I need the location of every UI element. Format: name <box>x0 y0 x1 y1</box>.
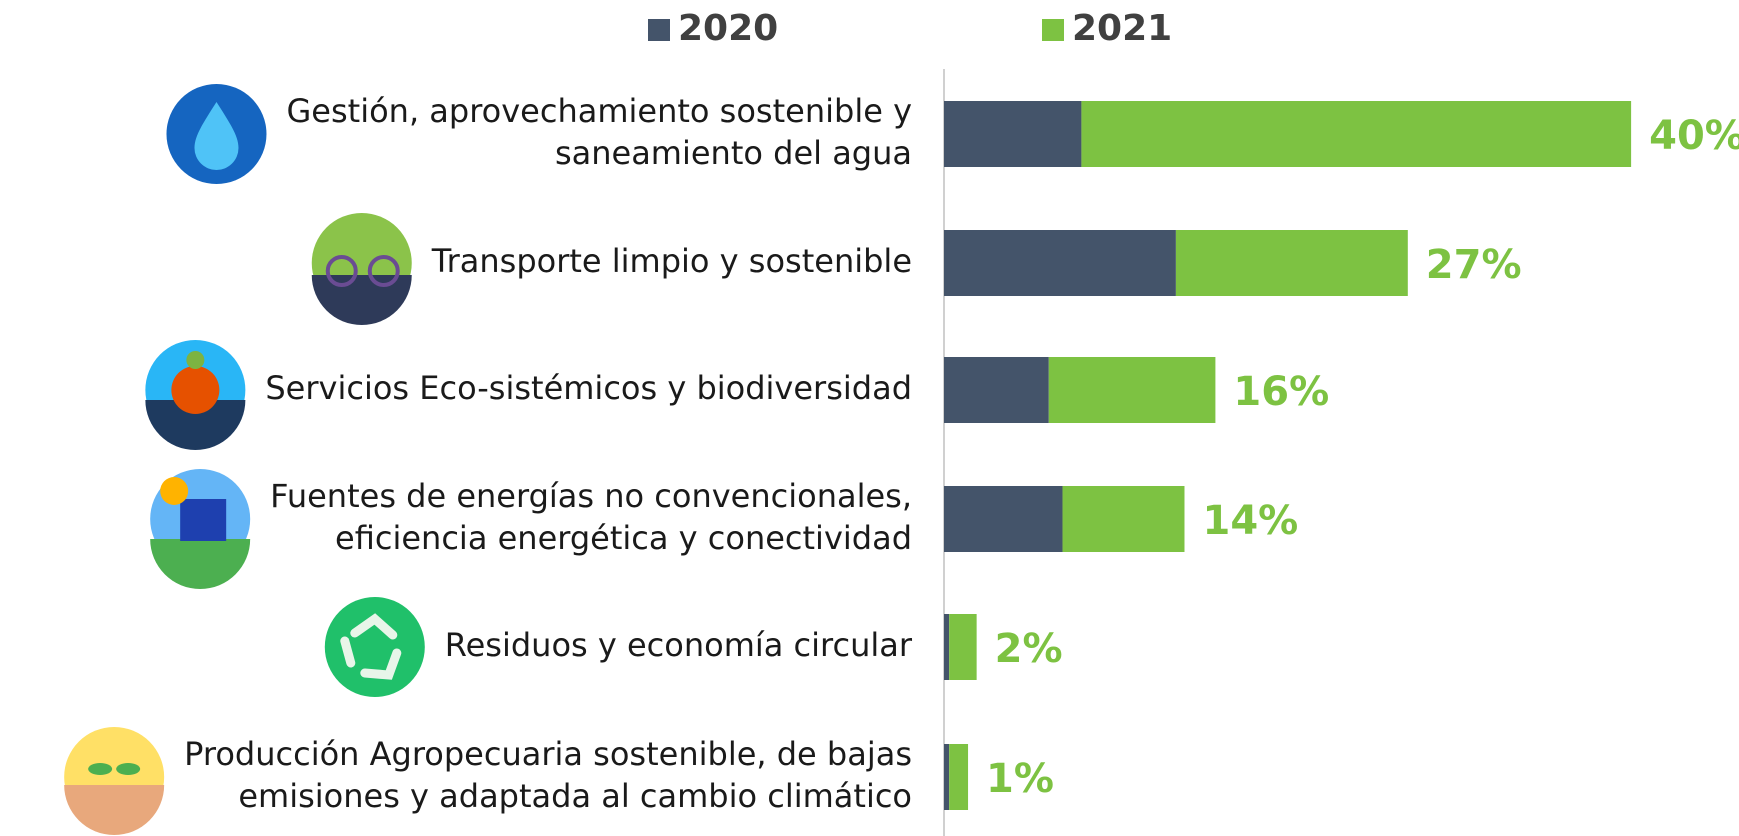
turtle-icon <box>145 340 246 450</box>
plant-icon <box>64 727 165 835</box>
bar-segment <box>944 744 950 810</box>
bar-segment <box>944 101 1082 167</box>
category-label: eficiencia energética y conectividad <box>335 519 912 557</box>
total-label: 40% <box>1649 113 1739 159</box>
total-label: 14% <box>1202 498 1298 544</box>
bar-segment <box>944 486 1063 552</box>
solar-icon <box>150 469 251 589</box>
recycle-icon <box>324 597 425 697</box>
bar-segment <box>1175 230 1408 296</box>
category-label: saneamiento del agua <box>555 134 912 172</box>
bar-segment <box>1048 357 1216 423</box>
legend-label: 2021 <box>1072 8 1172 49</box>
category-label: Servicios Eco-sistémicos y biodiversidad <box>265 369 912 407</box>
category-label: Fuentes de energías no convencionales, <box>270 477 912 515</box>
legend-swatch <box>648 19 670 41</box>
legend-label: 2020 <box>678 8 778 49</box>
legend-swatch <box>1042 19 1064 41</box>
bike-icon <box>311 213 412 325</box>
category-label: emisiones y adaptada al cambio climático <box>238 777 912 815</box>
bar-segment <box>949 744 969 810</box>
water-icon <box>166 84 267 184</box>
category-label: Transporte limpio y sostenible <box>431 242 912 280</box>
bar-segment <box>944 614 950 680</box>
total-label: 16% <box>1233 369 1329 415</box>
icons <box>64 84 425 835</box>
category-label: Residuos y economía circular <box>445 626 913 664</box>
category-label: Gestión, aprovechamiento sostenible y <box>286 92 912 130</box>
bar-segment <box>944 230 1176 296</box>
bar-segment <box>1081 101 1632 167</box>
bar-segment <box>944 357 1049 423</box>
bar-segment <box>949 614 977 680</box>
bar-segment <box>1062 486 1185 552</box>
category-label: Producción Agropecuaria sostenible, de b… <box>184 735 912 773</box>
total-label: 1% <box>986 756 1054 802</box>
total-label: 2% <box>995 626 1063 672</box>
total-label: 27% <box>1426 242 1522 288</box>
